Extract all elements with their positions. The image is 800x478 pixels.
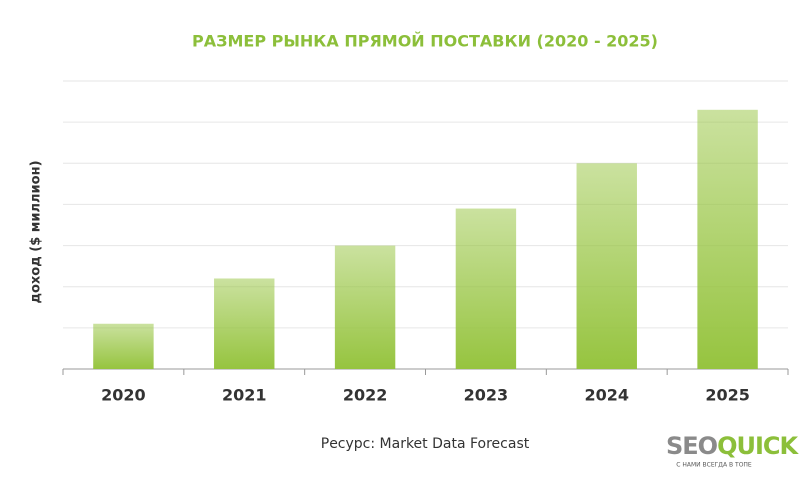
y-axis-label: доход ($ миллион) [29, 160, 44, 303]
x-tick-label: 2024 [584, 386, 629, 405]
chart-title: РАЗМЕР РЫНКА ПРЯМОЙ ПОСТАВКИ (2020 - 202… [192, 32, 658, 51]
x-tick-label: 2025 [705, 386, 750, 405]
x-tick-label: 2020 [101, 386, 146, 405]
x-tick-label: 2023 [464, 386, 509, 405]
bar [697, 109, 758, 370]
logo: SEOQUICK [666, 432, 800, 460]
logo-tagline: С НАМИ ВСЕГДА В ТОПЕ [676, 462, 752, 469]
x-tick-label: 2021 [222, 386, 267, 405]
bar [334, 245, 396, 369]
bar [93, 323, 154, 369]
bar [214, 278, 275, 369]
logo-part: SEO [666, 432, 718, 460]
bar [576, 163, 637, 369]
bar [455, 208, 517, 369]
source-note: Ресурс: Market Data Forecast [321, 436, 530, 452]
x-tick-label: 2022 [343, 386, 388, 405]
logo-part: QUICK [717, 432, 799, 460]
